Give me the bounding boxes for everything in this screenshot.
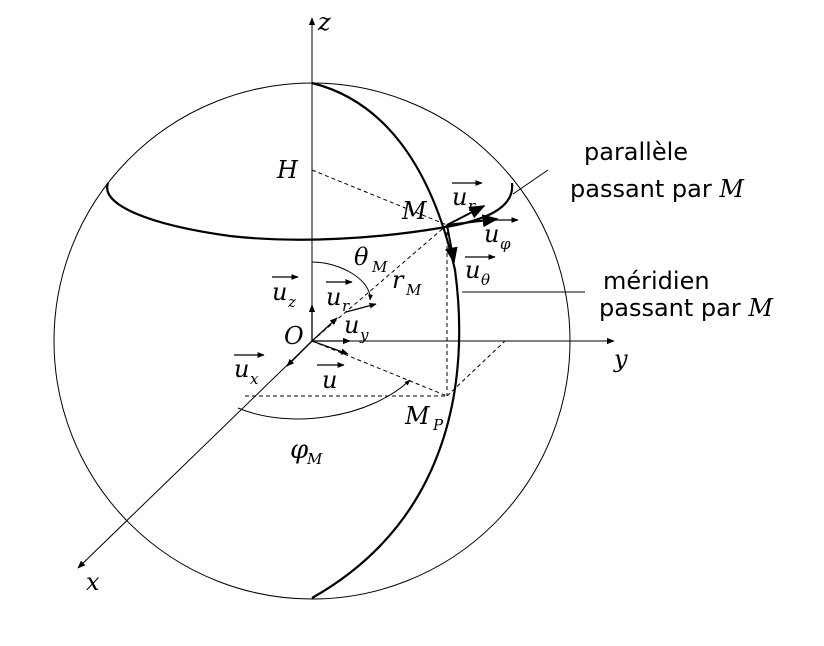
MP-subscript: P bbox=[432, 416, 444, 434]
u-vector bbox=[311, 340, 349, 355]
u-x-subscript: x bbox=[250, 370, 259, 388]
u-x-vector bbox=[286, 340, 313, 367]
u-label: u bbox=[322, 366, 337, 394]
phi-subscript: M bbox=[306, 450, 323, 468]
M-label: M bbox=[401, 197, 428, 225]
theta-subscript: M bbox=[371, 258, 388, 276]
u-phi-subscript: φ bbox=[500, 235, 511, 253]
u-z-label: u bbox=[272, 278, 287, 306]
u-r-label: u bbox=[452, 183, 467, 211]
x-axis bbox=[77, 340, 313, 569]
origin-label: O bbox=[284, 322, 304, 350]
MP-label: M bbox=[404, 402, 431, 430]
vector-overarrows bbox=[234, 180, 519, 368]
meridian-annotation-line1: méridien bbox=[603, 267, 710, 295]
z-axis-label: z bbox=[317, 8, 331, 36]
u-z-subscript: z bbox=[287, 293, 296, 311]
u-y-label: u bbox=[344, 311, 359, 339]
meridian-curve bbox=[311, 81, 461, 599]
u-r-small-vector bbox=[311, 317, 338, 342]
parallel-annotation-line1: parallèle bbox=[584, 138, 688, 166]
meridian-annotation-line2: passant par M bbox=[599, 294, 774, 322]
u-y-subscript: y bbox=[359, 326, 369, 344]
theta-arc bbox=[311, 261, 373, 301]
r-subscript: M bbox=[405, 281, 422, 299]
u-x-label: u bbox=[234, 355, 249, 383]
u-r-vector-at-M bbox=[446, 205, 486, 226]
u-r-subscript: r bbox=[468, 197, 476, 215]
parallel-leader bbox=[512, 169, 549, 195]
r-label: r bbox=[392, 266, 405, 294]
x-axis-label: x bbox=[86, 568, 100, 596]
u-theta-subscript: θ bbox=[481, 271, 490, 289]
u-phi-label: u bbox=[484, 220, 499, 248]
u-theta-label: u bbox=[465, 256, 480, 284]
parallel-annotation-line2: passant par M bbox=[570, 175, 745, 203]
u-r-small-subscript: r bbox=[342, 297, 350, 315]
H-label: H bbox=[276, 156, 299, 184]
y-axis-label: y bbox=[613, 345, 628, 373]
theta-label: θ bbox=[354, 243, 369, 271]
u-r-small-label: u bbox=[326, 283, 341, 311]
phi-label: φ bbox=[290, 435, 309, 465]
phi-arc bbox=[237, 379, 411, 420]
u-theta-vector-at-M bbox=[445, 224, 458, 264]
